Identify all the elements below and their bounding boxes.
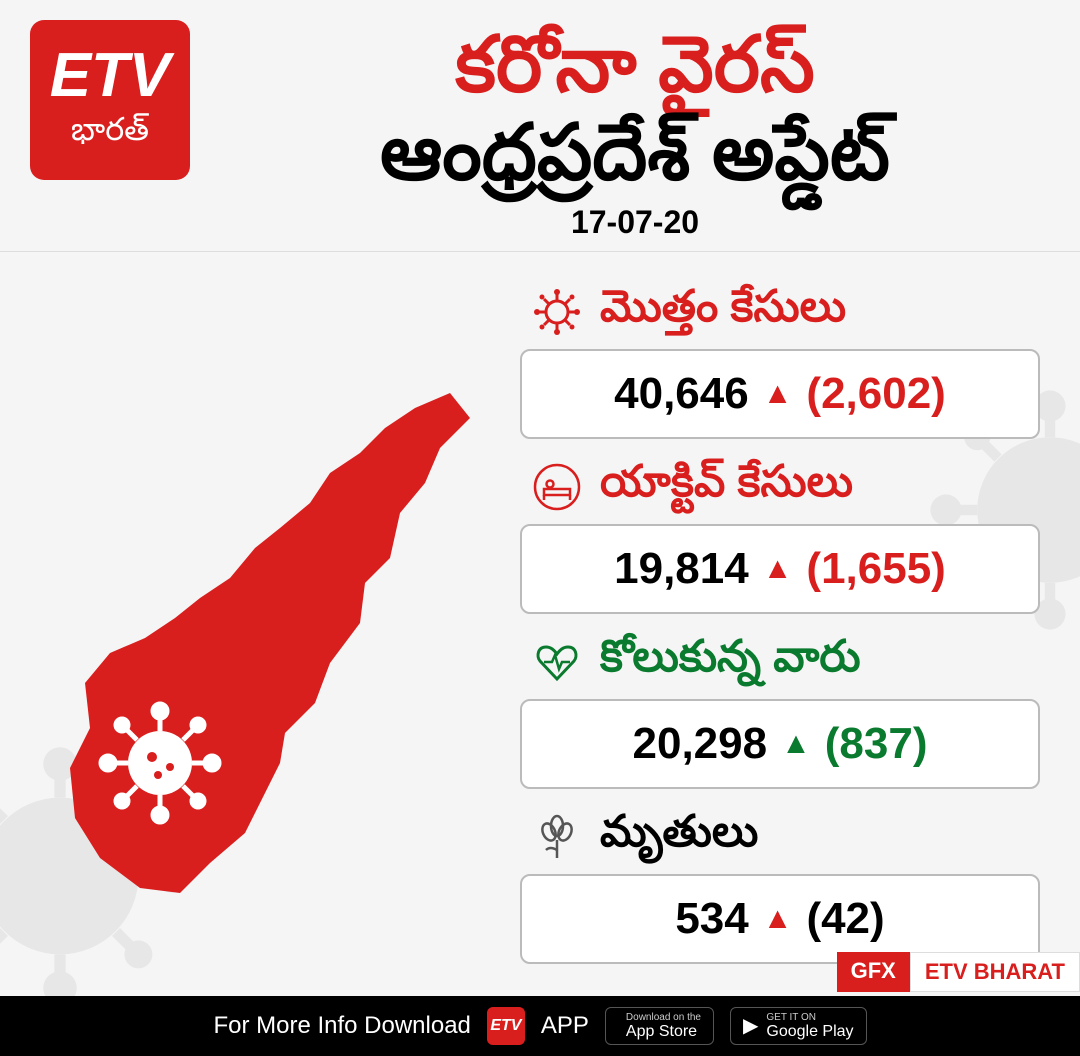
logo-brand-text: ETV (50, 45, 171, 107)
stats-column: మొత్తం కేసులు 40,646 ▲ (2,602) యాక్టివ్ … (520, 272, 1040, 964)
appstore-badge[interactable]: Download on theApp Store (605, 1007, 714, 1046)
stat-active-delta: (1,655) (806, 544, 945, 594)
stat-total-value: 40,646 (614, 369, 749, 419)
stat-total-delta: (2,602) (806, 369, 945, 419)
map-column (20, 272, 500, 964)
appstore-small: Download on the (626, 1012, 701, 1023)
header: ETV భారత్ కరోనా వైరస్ ఆంధ్రప్రదేశ్ అప్డే… (0, 0, 1080, 252)
title-date: 17-07-20 (220, 204, 1050, 241)
stat-total-cases: మొత్తం కేసులు 40,646 ▲ (2,602) (520, 282, 1040, 439)
title-line1: కరోనా వైరస్ (220, 24, 1050, 106)
logo-sub-text: భారత్ (71, 111, 149, 156)
flower-icon (532, 812, 582, 862)
patient-bed-icon (532, 462, 582, 512)
googleplay-badge[interactable]: ▶ GET IT ONGoogle Play (730, 1007, 867, 1046)
trend-up-icon: ▲ (763, 379, 793, 409)
trend-up-icon: ▲ (781, 729, 811, 759)
stat-recovered-value: 20,298 (633, 719, 768, 769)
heartbeat-icon (532, 637, 582, 687)
footer-brand-icon: ETV (487, 1007, 525, 1045)
stat-active-cases: యాక్టివ్ కేసులు 19,814 ▲ (1,655) (520, 457, 1040, 614)
play-small: GET IT ON (766, 1012, 853, 1023)
play-icon: ▶ (743, 1015, 758, 1037)
andhra-pradesh-map (30, 363, 490, 923)
stat-recovered-label: కోలుకున్న వారు (600, 632, 861, 693)
appstore-big: App Store (626, 1023, 697, 1040)
play-big: Google Play (766, 1023, 853, 1040)
footer-app: APP (541, 1012, 589, 1040)
stat-deaths-label: మృతులు (600, 807, 758, 868)
trend-up-icon: ▲ (763, 904, 793, 934)
stat-total-label: మొత్తం కేసులు (600, 282, 846, 343)
gfx-left: GFX (837, 952, 910, 992)
stat-deaths: మృతులు 534 ▲ (42) (520, 807, 1040, 964)
gfx-right: ETV BHARAT (910, 952, 1080, 992)
stat-recovered-delta: (837) (825, 719, 928, 769)
title-block: కరోనా వైరస్ ఆంధ్రప్రదేశ్ అప్డేట్ 17-07-2… (220, 20, 1050, 241)
stat-deaths-delta: (42) (806, 894, 884, 944)
stat-recovered: కోలుకున్న వారు 20,298 ▲ (837) (520, 632, 1040, 789)
gfx-badge: GFX ETV BHARAT (837, 952, 1080, 992)
footer-bar: For More Info Download ETV APP Download … (0, 996, 1080, 1056)
trend-up-icon: ▲ (763, 554, 793, 584)
brand-logo: ETV భారత్ (30, 20, 190, 180)
virus-icon (532, 287, 582, 337)
stat-deaths-value: 534 (675, 894, 748, 944)
footer-text: For More Info Download (213, 1012, 470, 1040)
stat-active-value: 19,814 (614, 544, 749, 594)
title-line2: ఆంధ్రప్రదేశ్ అప్డేట్ (220, 110, 1050, 196)
stat-active-label: యాక్టివ్ కేసులు (600, 457, 853, 518)
